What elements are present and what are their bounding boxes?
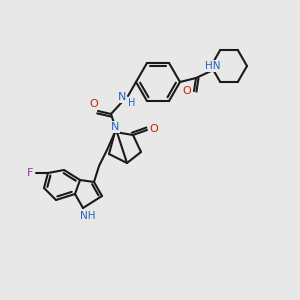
Text: O: O <box>183 86 191 96</box>
Text: NH: NH <box>80 211 96 221</box>
Text: N: N <box>118 92 126 102</box>
Text: HN: HN <box>205 61 221 71</box>
Text: F: F <box>27 168 33 178</box>
Text: N: N <box>111 122 119 132</box>
Text: O: O <box>150 124 158 134</box>
Text: H: H <box>128 98 136 108</box>
Text: O: O <box>90 99 98 109</box>
